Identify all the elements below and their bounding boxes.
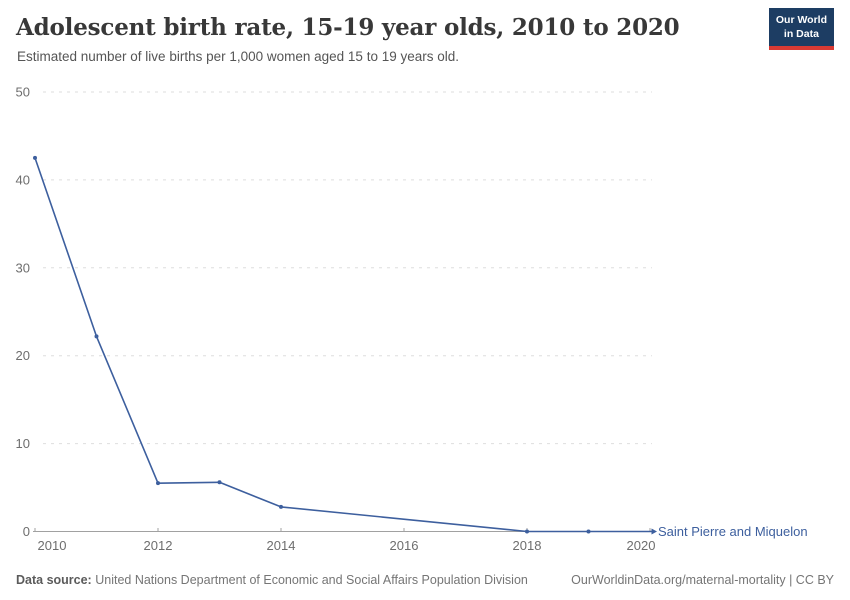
x-tick-label: 2014 <box>267 538 296 553</box>
x-tick-label: 2010 <box>38 538 67 553</box>
x-tick-label: 2018 <box>513 538 542 553</box>
x-tick-label: 2016 <box>390 538 419 553</box>
data-point[interactable] <box>156 481 160 486</box>
entity-label[interactable]: Saint Pierre and Miquelon <box>658 524 808 539</box>
y-tick-label: 20 <box>16 348 30 363</box>
data-source-text: United Nations Department of Economic an… <box>95 573 528 587</box>
data-point[interactable] <box>586 529 591 534</box>
series-line[interactable] <box>34 157 653 533</box>
line-end-arrow-icon <box>651 528 657 535</box>
owid-logo[interactable]: Our World in Data <box>768 8 834 50</box>
chart-subtitle: Estimated number of live births per 1,00… <box>17 48 459 64</box>
data-point[interactable] <box>525 529 529 534</box>
data-point[interactable] <box>279 504 283 509</box>
owid-logo-line2: in Data <box>783 27 819 40</box>
y-tick-label: 40 <box>16 172 30 187</box>
x-tick-label: 2020 <box>627 538 656 553</box>
chart-header: Adolescent birth rate, 15-19 year olds, … <box>16 14 760 65</box>
y-tick-label: 50 <box>16 85 30 100</box>
x-tick-label: 2012 <box>144 538 173 553</box>
license-link[interactable]: OurWorldinData.org/maternal-mortality | … <box>571 573 834 587</box>
data-point[interactable] <box>33 155 37 160</box>
data-source-label: Data source: <box>16 573 92 587</box>
data-point[interactable] <box>217 480 222 485</box>
y-tick-label: 0 <box>23 524 30 539</box>
data-source: Data source: United Nations Department o… <box>16 573 528 587</box>
owid-logo-line1: Our World <box>775 14 827 26</box>
y-tick-label: 10 <box>16 436 30 451</box>
y-tick-label: 30 <box>16 260 30 275</box>
chart-footer: Data source: United Nations Department o… <box>16 573 834 587</box>
data-point[interactable] <box>94 334 99 339</box>
chart-title: Adolescent birth rate, 15-19 year olds, … <box>16 14 680 41</box>
